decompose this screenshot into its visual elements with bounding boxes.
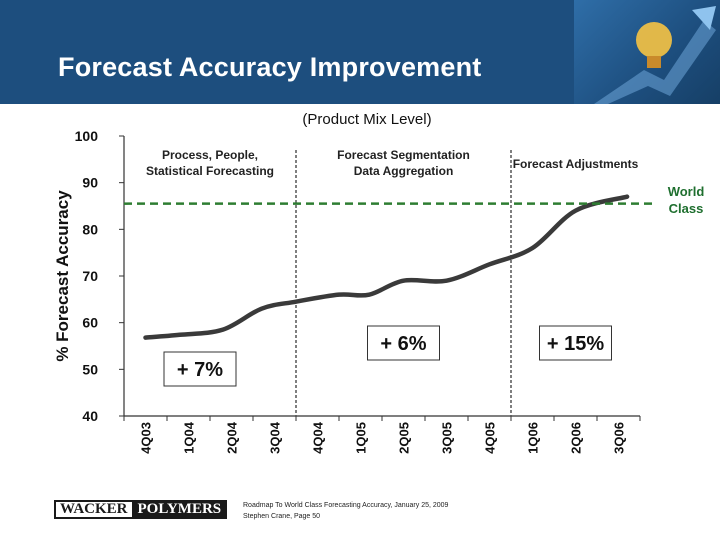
x-tick-label: 1Q05 (354, 422, 369, 454)
logo-wacker: WACKER (54, 500, 134, 519)
x-tick-label: 3Q04 (268, 421, 283, 454)
phase-3-label-line1: Forecast Adjustments (513, 157, 639, 171)
data-point (445, 279, 448, 283)
data-point (221, 328, 225, 332)
x-tick-label: 2Q06 (569, 422, 584, 454)
x-tick-label: 3Q05 (440, 422, 455, 454)
phase-group: Process, People, Statistical Forecasting +… (146, 148, 639, 416)
x-tick-label: 4Q04 (311, 421, 326, 454)
y-tick-label: 60 (82, 315, 98, 331)
page-title: Forecast Accuracy Improvement (58, 52, 482, 82)
data-point (144, 336, 147, 340)
x-tick-label: 2Q05 (397, 422, 412, 454)
world-class-label-line1: World (668, 184, 705, 199)
data-point (260, 307, 264, 311)
y-tick-label: 90 (82, 175, 98, 191)
logo-polymers: POLYMERS (133, 500, 228, 519)
phase-2-improvement-label: + 6% (380, 333, 426, 355)
footer-note-line1: Roadmap To World Class Forecasting Accur… (243, 502, 449, 509)
phase-3-improvement-label: + 15% (547, 333, 604, 355)
x-tick-label: 4Q03 (139, 422, 154, 454)
series-group (143, 194, 630, 340)
phase-2-label-line2: Data Aggregation (354, 164, 454, 178)
chart-subtitle: (Product Mix Level) (302, 111, 431, 128)
data-point (337, 293, 341, 297)
footer-note: Roadmap To World Class Forecasting Accur… (243, 500, 448, 522)
x-tick-label: 3Q06 (612, 422, 627, 454)
series-line (143, 194, 630, 340)
y-tick-label: 40 (82, 408, 98, 424)
x-tick-label: 4Q05 (483, 422, 498, 454)
world-class-group: World Class (124, 184, 704, 216)
y-axis-label: % Forecast Accuracy (53, 190, 72, 362)
x-tick-label: 2Q04 (225, 421, 240, 454)
data-point (178, 333, 182, 337)
phase-2-improvement-box (367, 325, 440, 361)
x-tick-label: 1Q04 (182, 421, 197, 454)
x-tick-label: 1Q06 (526, 422, 541, 454)
data-point (574, 209, 577, 213)
phase-1-improvement-box (163, 351, 237, 387)
header-banner: Forecast Accuracy Improvement (0, 0, 720, 104)
y-tick-label: 100 (75, 128, 99, 144)
phase-1-label-line1: Process, People, (162, 148, 258, 162)
phase-3-improvement-box (539, 325, 612, 361)
y-tick-label: 80 (82, 221, 98, 237)
data-point (625, 195, 629, 199)
y-tick-label: 50 (82, 361, 98, 377)
data-point (402, 279, 405, 283)
phase-2-label-line1: Forecast Segmentation (337, 148, 470, 162)
company-logo: WACKER POLYMERS (54, 500, 228, 519)
world-class-label-line2: Class (669, 201, 704, 216)
data-point (367, 293, 371, 297)
lightbulb-arrow-artwork (574, 0, 720, 104)
data-point (488, 262, 491, 266)
lightbulb-arrow-icon (594, 6, 716, 104)
phase-1-label-line2: Statistical Forecasting (146, 164, 274, 178)
x-ticks-group: 4Q03 1Q04 2Q04 3Q04 4Q04 1Q05 2Q05 3Q05 4Q05 1Q06… (123, 416, 641, 454)
data-point (531, 246, 534, 250)
y-ticks-group: 40 50 60 70 80 90 100 (75, 128, 124, 424)
y-tick-label: 70 (82, 268, 98, 284)
footer-note-line2: Stephen Crane, Page 50 (243, 513, 321, 520)
phase-1-improvement-label: + 7% (177, 359, 223, 381)
data-point (294, 300, 298, 304)
